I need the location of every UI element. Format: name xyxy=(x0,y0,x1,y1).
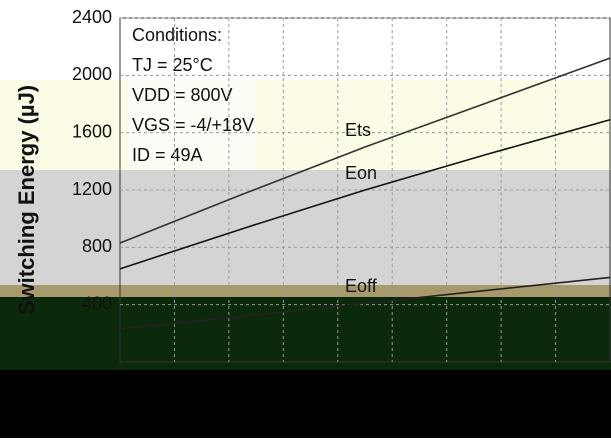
y-tick-label: 2000 xyxy=(72,64,112,84)
series-line xyxy=(119,57,611,244)
y-tick-label: 2400 xyxy=(72,7,112,27)
y-tick-label: 800 xyxy=(82,236,112,256)
condition-text: VGS = -4/+18V xyxy=(132,115,254,135)
conditions-box xyxy=(128,22,256,170)
series-label: Eon xyxy=(345,163,377,183)
condition-text: VDD = 800V xyxy=(132,85,233,105)
condition-text: Conditions: xyxy=(132,25,222,45)
band-black xyxy=(0,370,611,438)
band-white xyxy=(0,0,611,80)
y-tick-label: 1200 xyxy=(72,179,112,199)
y-axis-label: Switching Energy (µJ) xyxy=(14,85,39,315)
series-line xyxy=(119,276,611,330)
band-gray xyxy=(0,170,611,285)
series-label: Ets xyxy=(345,120,371,140)
condition-text: ID = 49A xyxy=(132,145,203,165)
conditions: Conditions: TJ = 25°C VDD = 800V VGS = -4/+… xyxy=(128,22,256,170)
y-tick-label: 1600 xyxy=(72,121,112,141)
y-tick-label: 400 xyxy=(82,293,112,313)
condition-text: TJ = 25°C xyxy=(132,55,213,75)
series-line xyxy=(119,118,611,270)
series-label: Eoff xyxy=(345,276,378,296)
